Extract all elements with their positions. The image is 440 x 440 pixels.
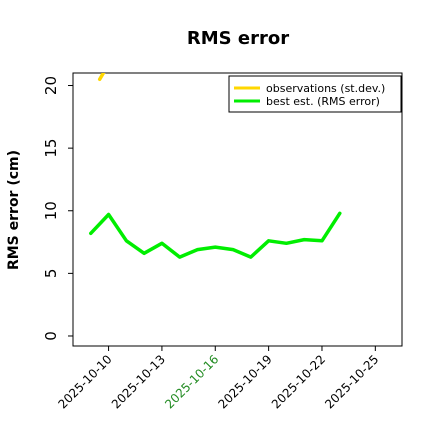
y-axis-label: RMS error (cm): [6, 150, 22, 270]
plot-frame: [72, 72, 403, 347]
legend-label-observations: observations (st.dev.): [266, 82, 385, 95]
y-axis-ticks: 0 5 10 15 20: [42, 76, 73, 341]
x-tick-label: 2025-10-22: [269, 352, 328, 411]
x-tick-label: 2025-10-10: [55, 352, 114, 411]
legend-box: [228, 75, 402, 113]
chart-title: RMS error: [187, 28, 289, 49]
series-line-1: [89, 211, 342, 259]
x-tick-label: 2025-10-13: [109, 352, 168, 411]
series-line-0: [97, 73, 106, 82]
legend-label-best-estimate: best est. (RMS error): [266, 95, 380, 108]
x-tick-label: 2025-10-16: [162, 352, 221, 411]
series-layer: [89, 73, 342, 259]
y-tick-label: 10: [42, 201, 60, 220]
y-tick-label: 15: [42, 139, 60, 158]
y-tick-label: 20: [42, 76, 60, 95]
x-axis-ticks: 2025-10-102025-10-132025-10-162025-10-19…: [55, 346, 381, 411]
x-tick-label: 2025-10-25: [322, 352, 381, 411]
x-tick-label: 2025-10-19: [216, 352, 275, 411]
y-tick-label: 5: [42, 269, 60, 279]
y-tick-label: 0: [42, 331, 60, 341]
legend: observations (st.dev.) best est. (RMS er…: [228, 75, 402, 113]
